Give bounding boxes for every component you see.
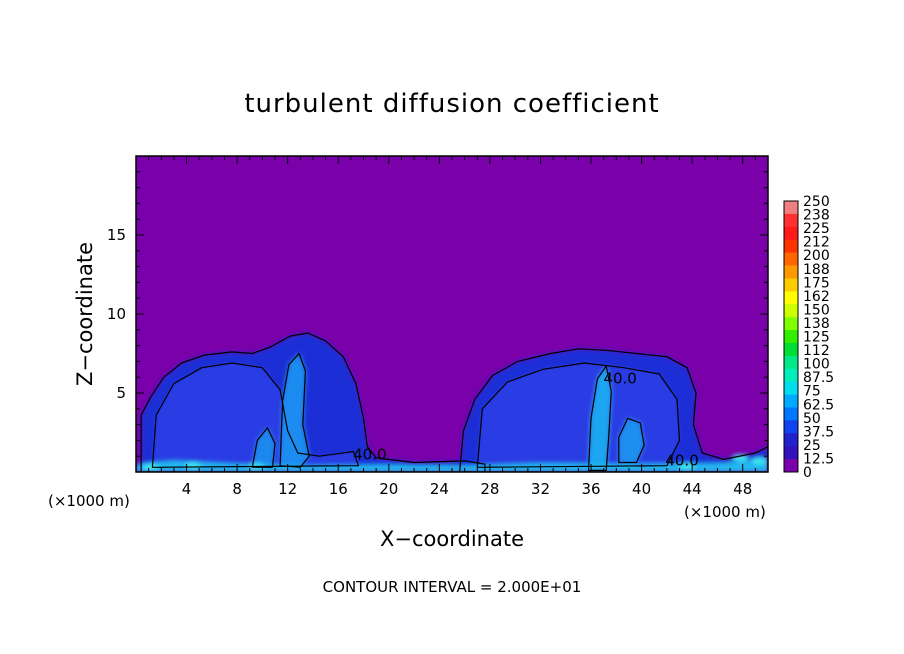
contour-line [459, 348, 768, 472]
colorbar-swatch [784, 278, 798, 292]
y-tick-label: 15 [107, 226, 126, 244]
colorbar-label: 25 [803, 438, 821, 454]
y-axis-unit: (×1000 m) [48, 492, 130, 510]
colorbar-swatch [784, 459, 798, 473]
colorbar-label: 162 [803, 289, 830, 305]
x-tick-label: 20 [379, 480, 398, 498]
colorbar-label: 75 [803, 384, 821, 400]
colorbar-label: 112 [803, 343, 830, 359]
plume-left [280, 353, 310, 468]
colorbar-swatch [784, 394, 798, 408]
ground-hotspot [143, 463, 160, 471]
colorbar-swatch [784, 355, 798, 370]
colorbar-label: 0 [803, 465, 812, 481]
colorbar-label: 250 [803, 194, 830, 210]
colorbar-label: 188 [803, 262, 830, 278]
plume-right [588, 366, 612, 471]
ground-hotspot [751, 457, 768, 465]
x-axis-label: X−coordinate [380, 527, 524, 551]
colorbar-swatch [784, 265, 798, 279]
colorbar-label: 138 [803, 316, 830, 332]
x-tick-label: 32 [531, 480, 550, 498]
colorbar-swatch [784, 226, 798, 241]
colorbar-label: 200 [803, 248, 830, 264]
contour-line [140, 332, 486, 472]
x-tick-label: 36 [581, 480, 600, 498]
ground-band [136, 459, 768, 472]
x-tick-label: 4 [182, 480, 192, 498]
colorbar-swatch [784, 433, 798, 447]
contour-label: 40.0 [353, 445, 386, 463]
ground-hotspot [679, 462, 696, 470]
contour-line [151, 362, 360, 468]
colorbar-label: 175 [803, 275, 830, 291]
colorbar-swatch [784, 381, 798, 395]
x-tick-label: 12 [278, 480, 297, 498]
contour-line [618, 417, 645, 464]
x-tick-label: 8 [232, 480, 242, 498]
x-tick-label: 28 [480, 480, 499, 498]
colorbar-swatch [784, 342, 798, 357]
ground-hotspot [184, 462, 201, 470]
colorbar-label: 238 [803, 208, 830, 224]
chart-title: turbulent diffusion coefficient [244, 89, 659, 119]
contour-label: 40.0 [603, 370, 636, 388]
plume-left-2 [252, 427, 275, 468]
colorbar-label: 100 [803, 357, 830, 373]
y-axis-label: Z−coordinate [73, 242, 97, 386]
colorbar-swatch [784, 330, 798, 344]
ground-hotspot [732, 454, 749, 462]
colorbar-label: 12.5 [803, 451, 834, 467]
x-tick-label: 44 [683, 480, 702, 498]
contour-line [251, 427, 276, 468]
x-tick-label: 16 [329, 480, 348, 498]
colorbar-swatch [784, 239, 798, 253]
contour-label: 40.0 [665, 452, 698, 470]
colorbar-label: 125 [803, 330, 830, 346]
colorbar-swatch [784, 201, 798, 215]
colorbar-swatch [784, 213, 798, 228]
contour-interval-note: CONTOUR INTERVAL = 2.000E+01 [323, 578, 582, 596]
cloud-left-core [152, 363, 359, 468]
x-axis-unit: (×1000 m) [684, 503, 766, 521]
contour-line [279, 352, 310, 468]
colorbar-swatch [784, 317, 798, 331]
x-tick-label: 48 [733, 480, 752, 498]
colorbar-swatch [784, 420, 798, 434]
colorbar-frame [783, 200, 799, 473]
x-tick-label: 24 [430, 480, 449, 498]
colorbar-label: 37.5 [803, 424, 834, 440]
colorbar-swatch [784, 252, 798, 266]
colorbar-swatch [784, 368, 798, 382]
colorbar-swatch [784, 291, 798, 305]
colorbar-label: 87.5 [803, 370, 834, 386]
colorbar-swatch [784, 446, 798, 460]
x-tick-label: 40 [632, 480, 651, 498]
y-tick-label: 5 [116, 384, 126, 402]
colorbar-swatch [784, 304, 798, 318]
colorbar: 2502382252122001881751621501381251121008… [783, 194, 834, 481]
colorbar-label: 150 [803, 302, 830, 318]
colorbar-label: 62.5 [803, 397, 834, 413]
colorbar-label: 225 [803, 221, 830, 237]
colorbar-swatch [784, 407, 798, 421]
plume-right-2 [618, 418, 645, 463]
colorbar-label: 50 [803, 411, 821, 427]
contour-line [476, 362, 681, 468]
y-tick-label: 10 [107, 305, 126, 323]
plot-area [136, 156, 768, 472]
colorbar-label: 212 [803, 235, 830, 251]
contour-line [587, 365, 612, 471]
